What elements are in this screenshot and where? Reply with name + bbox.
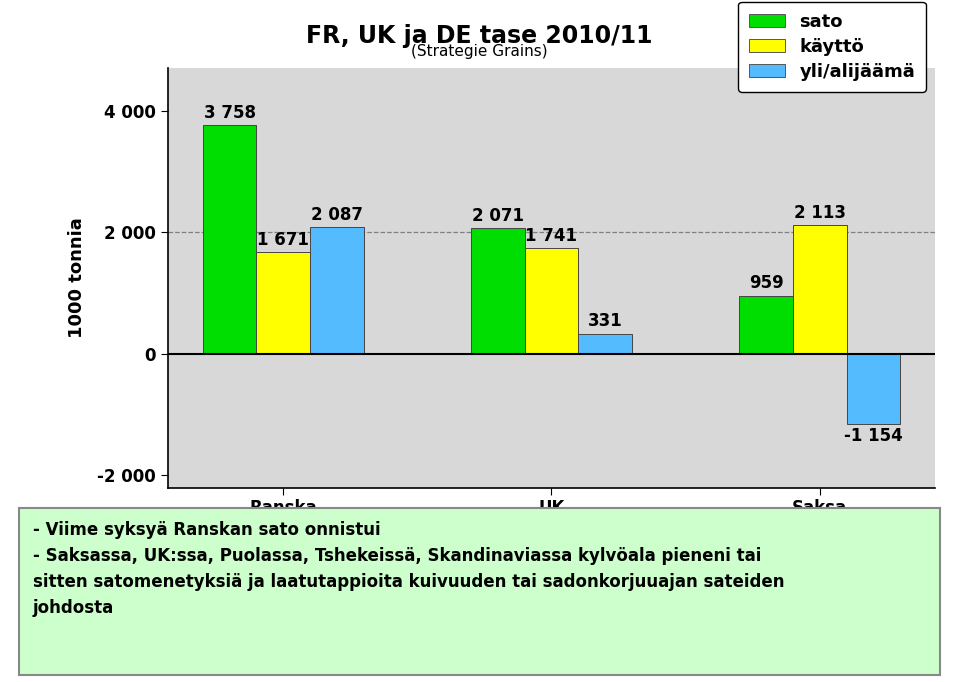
Y-axis label: 1000 tonnia: 1000 tonnia xyxy=(68,218,86,338)
Bar xyxy=(578,333,632,354)
Text: FR, UK ja DE tase 2010/11: FR, UK ja DE tase 2010/11 xyxy=(306,24,653,48)
Text: 2 071: 2 071 xyxy=(472,207,524,224)
Text: 1 741: 1 741 xyxy=(526,226,577,245)
Bar xyxy=(793,226,847,354)
Bar xyxy=(256,252,310,354)
Text: 2 087: 2 087 xyxy=(311,206,363,224)
Text: (Strategie Grains): (Strategie Grains) xyxy=(411,44,548,59)
Bar xyxy=(739,295,793,354)
Text: -1 154: -1 154 xyxy=(844,428,902,445)
Bar xyxy=(310,227,363,354)
Text: 2 113: 2 113 xyxy=(794,204,846,222)
Text: 3 758: 3 758 xyxy=(203,104,255,122)
Bar xyxy=(525,248,578,354)
Bar xyxy=(202,125,256,354)
Text: 1 671: 1 671 xyxy=(257,231,309,249)
Text: - Viime syksyä Ranskan sato onnistui
- Saksassa, UK:ssa, Puolassa, Tshekeissä, S: - Viime syksyä Ranskan sato onnistui - S… xyxy=(33,522,784,617)
Legend: sato, käyttö, yli/alijäämä: sato, käyttö, yli/alijäämä xyxy=(738,2,926,92)
Text: 959: 959 xyxy=(749,274,784,293)
Bar xyxy=(847,354,901,424)
Bar xyxy=(471,228,525,354)
Text: 331: 331 xyxy=(588,312,622,331)
